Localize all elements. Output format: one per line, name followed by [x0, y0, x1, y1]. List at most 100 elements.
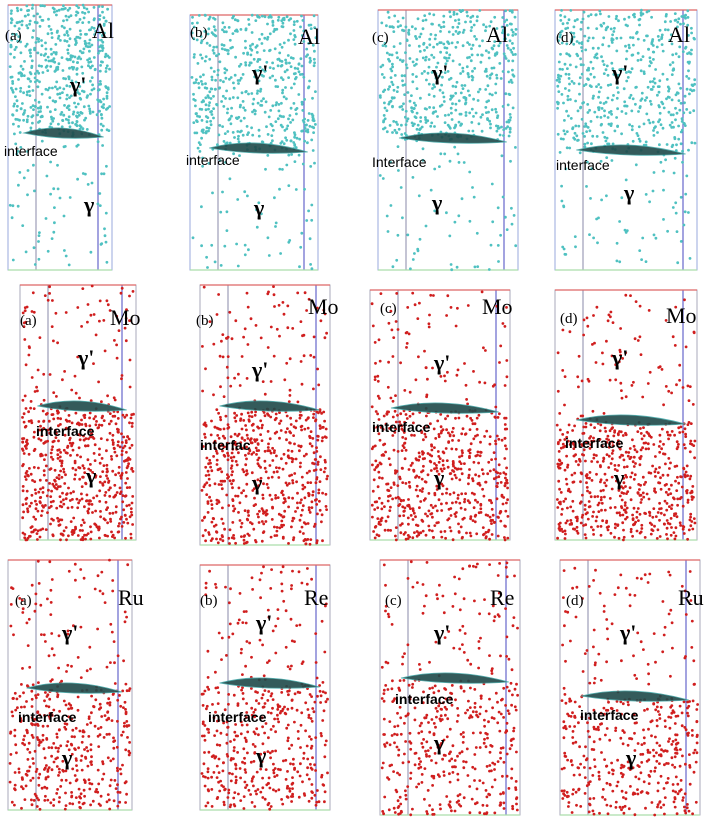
atom	[24, 250, 28, 254]
atom	[280, 76, 283, 80]
atom	[505, 24, 509, 27]
atom	[469, 16, 473, 19]
atom	[81, 529, 84, 532]
atom	[210, 503, 214, 506]
atom	[387, 321, 391, 325]
atom	[108, 412, 112, 415]
atom	[669, 461, 672, 465]
atom	[206, 266, 209, 269]
atom	[471, 78, 474, 82]
atom	[570, 37, 574, 41]
atom	[125, 504, 129, 508]
atom	[96, 98, 100, 102]
atom	[568, 82, 571, 86]
atom	[506, 33, 510, 37]
phase-gamma-prime: γ'	[431, 60, 448, 85]
atom	[454, 416, 457, 420]
atom	[10, 9, 13, 13]
atom	[586, 517, 590, 521]
atom	[451, 439, 454, 442]
phase-gamma: γ	[623, 180, 634, 205]
atom	[579, 500, 583, 504]
atom	[651, 120, 655, 124]
atom	[255, 208, 258, 212]
atom	[23, 394, 27, 398]
atom	[432, 94, 436, 98]
atom	[508, 22, 512, 26]
atom	[266, 236, 270, 240]
atom	[195, 38, 199, 42]
atom	[602, 102, 606, 105]
atom	[300, 498, 303, 502]
atom	[40, 64, 43, 68]
atom	[124, 439, 128, 442]
atom	[64, 418, 68, 422]
atom	[242, 106, 246, 110]
atom	[605, 156, 609, 160]
interface-label: interface	[36, 423, 95, 439]
atom	[599, 525, 603, 528]
atom	[24, 363, 28, 367]
atom	[682, 121, 686, 125]
atom	[637, 125, 641, 129]
atom	[312, 126, 316, 130]
atom	[225, 68, 229, 72]
atom	[76, 177, 79, 181]
atom	[219, 210, 223, 214]
atom	[666, 28, 670, 32]
atom	[396, 233, 400, 237]
atom	[315, 450, 319, 453]
atom	[299, 320, 303, 323]
atom	[261, 14, 264, 18]
atom	[82, 47, 86, 51]
atom	[204, 108, 208, 112]
atom	[562, 500, 566, 503]
atom	[50, 448, 54, 451]
atom	[391, 131, 394, 134]
atom	[511, 30, 515, 34]
atom	[380, 507, 384, 511]
atom	[273, 196, 276, 200]
atom	[613, 129, 617, 133]
atom	[651, 189, 655, 193]
atom	[592, 94, 595, 98]
atom	[232, 152, 236, 156]
atom	[652, 134, 656, 137]
atom	[397, 169, 400, 172]
atom	[299, 501, 302, 505]
atom	[564, 167, 568, 171]
atom	[262, 482, 265, 486]
atom	[292, 38, 296, 41]
atom	[269, 380, 273, 383]
atom	[612, 73, 616, 76]
atom	[221, 539, 225, 543]
atom	[374, 410, 378, 413]
atom	[19, 86, 23, 90]
atom	[504, 9, 507, 13]
atom	[252, 108, 256, 112]
atom	[24, 44, 28, 48]
atom	[213, 17, 217, 21]
atom	[106, 303, 110, 307]
atom	[52, 187, 56, 191]
atom	[67, 414, 71, 417]
atom	[486, 84, 490, 88]
atom	[216, 143, 219, 147]
atom	[388, 25, 392, 29]
atom	[256, 60, 259, 63]
atom	[674, 52, 678, 56]
atom	[217, 427, 221, 431]
atom	[473, 422, 477, 426]
atom	[394, 538, 398, 542]
atom	[591, 46, 595, 50]
atom	[468, 170, 472, 174]
atom	[285, 361, 289, 365]
atom	[112, 446, 116, 450]
atom	[490, 66, 494, 70]
atom	[124, 317, 128, 320]
atom	[253, 438, 256, 442]
atom	[312, 462, 316, 466]
atom	[72, 110, 76, 114]
atom	[679, 524, 682, 527]
